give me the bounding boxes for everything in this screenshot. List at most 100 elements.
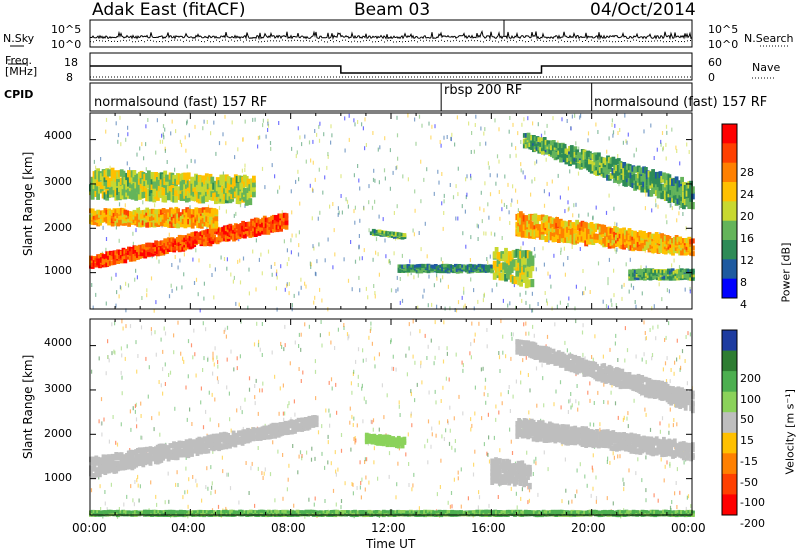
power-noise-cell xyxy=(364,117,365,121)
power-noise-cell xyxy=(354,221,355,225)
velocity-noise-cell xyxy=(536,404,537,408)
velocity-noise-cell xyxy=(205,485,206,489)
velocity-noise-cell xyxy=(282,497,283,501)
velocity-noise-cell xyxy=(130,428,131,432)
power-noise-cell xyxy=(248,268,249,272)
power-noise-cell xyxy=(421,247,422,251)
velocity-noise-cell xyxy=(298,344,299,348)
power-noise-cell xyxy=(295,180,296,184)
velocity-noise-cell xyxy=(510,409,511,413)
power-noise-cell xyxy=(154,203,155,207)
power-noise-cell xyxy=(347,200,348,204)
power-noise-cell xyxy=(348,279,349,283)
velocity-noise-cell xyxy=(137,354,138,358)
power-noise-cell xyxy=(501,199,502,203)
power-noise-cell xyxy=(552,180,553,184)
velocity-noise-cell xyxy=(399,405,400,409)
power-noise-cell xyxy=(606,304,607,308)
power-noise-cell xyxy=(462,296,463,300)
power-noise-cell xyxy=(661,297,662,301)
velocity-noise-cell xyxy=(351,391,352,395)
velocity-noise-cell xyxy=(246,461,247,465)
velocity-noise-cell xyxy=(168,472,169,476)
power-noise-cell xyxy=(179,259,180,263)
power-noise-cell xyxy=(421,124,422,128)
power-noise-cell xyxy=(534,247,535,251)
velocity-noise-cell xyxy=(382,383,383,387)
power-noise-cell xyxy=(232,120,233,124)
velocity-noise-cell xyxy=(207,487,208,491)
power-noise-cell xyxy=(135,269,136,273)
power-noise-cell xyxy=(471,150,472,154)
velocity-noise-cell xyxy=(589,399,590,403)
power-noise-cell xyxy=(407,114,408,118)
power-noise-cell xyxy=(120,285,121,289)
velocity-noise-cell xyxy=(218,423,219,427)
power-noise-cell xyxy=(597,130,598,134)
velocity-noise-cell xyxy=(428,419,429,423)
velocity-noise-cell xyxy=(353,423,354,427)
power-noise-cell xyxy=(127,161,128,165)
power-noise-cell xyxy=(106,302,107,306)
power-noise-cell xyxy=(462,204,463,208)
velocity-noise-cell xyxy=(577,384,578,388)
velocity-noise-cell xyxy=(666,460,667,464)
power-noise-cell xyxy=(640,265,641,269)
power-noise-cell xyxy=(654,156,655,160)
power-noise-cell xyxy=(267,128,268,132)
power-noise-cell xyxy=(430,136,431,140)
velocity-noise-cell xyxy=(264,472,265,476)
velocity-noise-cell xyxy=(603,355,604,359)
power-noise-cell xyxy=(499,217,500,221)
power-noise-cell xyxy=(278,121,279,125)
velocity-noise-cell xyxy=(447,352,448,356)
power-noise-cell xyxy=(300,278,301,282)
power-noise-cell xyxy=(262,271,263,275)
power-noise-cell xyxy=(657,205,658,209)
power-noise-cell xyxy=(506,205,507,209)
power-noise-cell xyxy=(441,172,442,176)
power-noise-cell xyxy=(511,199,512,203)
velocity-noise-cell xyxy=(426,356,427,360)
power-noise-cell xyxy=(479,142,480,146)
power-noise-cell xyxy=(213,121,214,125)
velocity-noise-cell xyxy=(154,427,155,431)
power-noise-cell xyxy=(542,246,543,250)
power-noise-cell xyxy=(287,248,288,252)
power-noise-cell xyxy=(258,136,259,140)
velocity-noise-cell xyxy=(217,365,218,369)
velocity-noise-cell xyxy=(254,395,255,399)
power-noise-cell xyxy=(520,293,521,297)
power-noise-cell xyxy=(678,211,679,215)
velocity-noise-cell xyxy=(484,392,485,396)
power-noise-cell xyxy=(230,273,231,277)
velocity-noise-cell xyxy=(420,361,421,365)
power-noise-cell xyxy=(484,181,485,185)
velocity-noise-cell xyxy=(592,469,593,473)
velocity-noise-cell xyxy=(302,371,303,375)
power-noise-cell xyxy=(531,180,532,184)
power-noise-cell xyxy=(419,231,420,235)
power-noise-cell xyxy=(611,303,612,307)
velocity-noise-cell xyxy=(664,338,665,342)
power-noise-cell xyxy=(291,250,292,254)
velocity-noise-cell xyxy=(123,327,124,331)
velocity-noise-cell xyxy=(295,341,296,345)
power-noise-cell xyxy=(161,134,162,138)
power-noise-cell xyxy=(595,123,596,127)
velocity-noise-cell xyxy=(101,433,102,437)
power-feature-2-cell xyxy=(163,196,167,203)
velocity-noise-cell xyxy=(142,436,143,440)
velocity-noise-cell xyxy=(685,359,686,363)
velocity-noise-cell xyxy=(314,503,315,507)
velocity-noise-cell xyxy=(222,456,223,460)
power-noise-cell xyxy=(545,291,546,295)
power-noise-cell xyxy=(494,233,495,237)
power-noise-cell xyxy=(592,216,593,220)
power-noise-cell xyxy=(550,275,551,279)
velocity-noise-cell xyxy=(528,373,529,377)
power-noise-cell xyxy=(326,166,327,170)
velocity-noise-cell xyxy=(626,417,627,421)
velocity-noise-cell xyxy=(637,457,638,461)
velocity-noise-cell xyxy=(226,473,227,477)
